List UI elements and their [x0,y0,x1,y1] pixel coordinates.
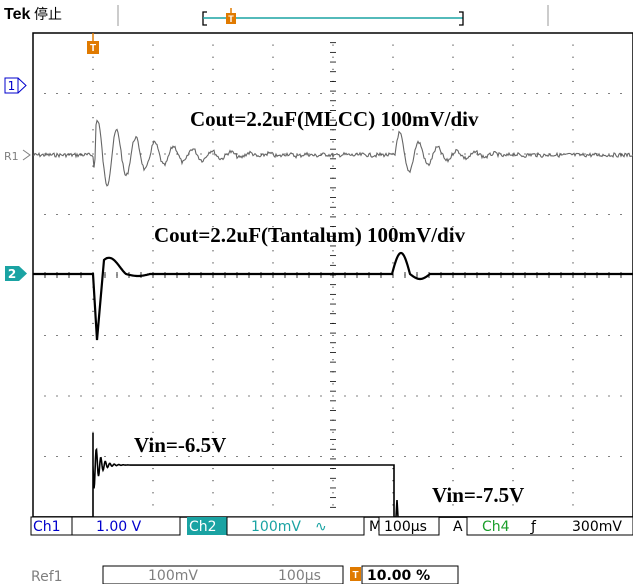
ch1-marker-label: 1 [8,79,16,93]
run-state-label: 停止 [34,6,62,23]
ref1-info-box[interactable] [102,565,344,584]
brand-label: Tek [4,6,30,23]
trigger-source-box[interactable] [466,516,633,536]
tantalum-annotation: Cout=2.2uF(Tantalum) 100mV/div [154,223,466,247]
trigger-a-label: A [453,519,463,535]
trigger-position-icon [350,567,361,581]
ref1-label: Ref1 [31,569,63,584]
vin-low-annotation: Vin=-6.5V [134,433,226,457]
ch2-marker-label: 2 [8,267,16,281]
mlcc-annotation: Cout=2.2uF(MLCC) 100mV/div [190,107,479,131]
ch2-scale: 100mV [251,519,301,535]
timebase-m-label: M [369,519,381,535]
timebase-box[interactable] [378,516,440,536]
trigger-marker-label: T [90,43,96,54]
rising-edge-icon: ƒ [530,519,537,535]
trigger-source: Ch4 [482,519,510,535]
ref1-scale: 100mV [148,568,198,584]
trigger-position: 10.00 % [367,568,430,584]
record-trigger-marker [226,13,236,24]
status-bar: Ch1 1.00 V Ch2 100mV ∿ M 100µs A Ch4 ƒ 3… [30,516,633,536]
trigger-position-box[interactable] [361,565,459,584]
trigger-position-icon-label: T [352,570,358,581]
ch2-label: Ch2 [189,519,217,535]
ch1-label: Ch1 [33,519,61,535]
trigger-position-marker[interactable]: T [87,33,99,54]
timebase-value: 100µs [384,519,427,535]
ch1-vin-waveform [33,433,633,518]
ref1-mlcc-waveform [32,119,633,187]
ref-bar: Ref1 100mV 100µs T 10.00 % [31,565,459,584]
ch2-scale-box[interactable] [226,516,365,536]
record-position-bar[interactable]: T [202,8,464,26]
record-trigger-marker-label: T [228,14,234,24]
ch2-ground-marker[interactable]: 2 [5,266,27,281]
ref1-time: 100µs [278,568,321,584]
ch1-scale-box[interactable] [71,516,181,536]
vin-high-annotation: Vin=-7.5V [432,483,524,507]
trigger-level: 300mV [572,519,622,535]
ref1-ground-marker[interactable]: R1 [4,149,31,163]
ref1-marker-label: R1 [4,150,19,163]
ch2-tantalum-waveform [33,251,633,341]
ch2-label-box[interactable] [187,517,227,535]
ch1-ground-marker[interactable]: 1 [4,77,27,94]
ch1-scale: 1.00 V [96,519,142,535]
bandwidth-limit-icon: ∿ [315,519,327,535]
